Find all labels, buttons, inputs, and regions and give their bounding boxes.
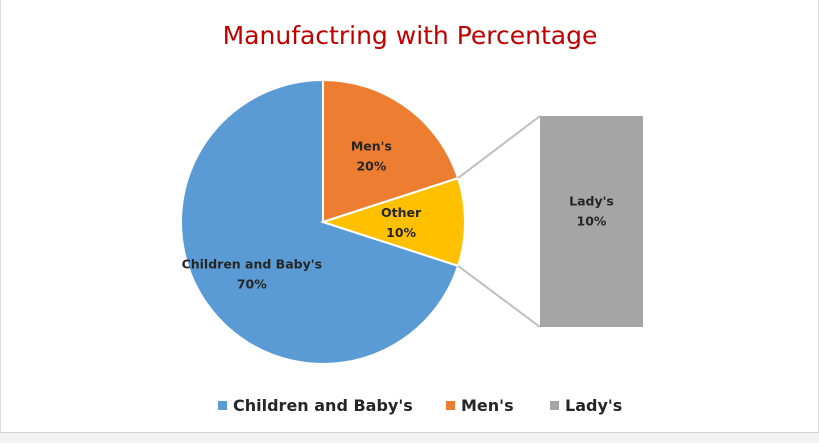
data-label-other: Other <box>381 205 422 220</box>
pie-slice-other <box>319 176 466 268</box>
connector-lines <box>457 115 541 328</box>
data-label-value-men-s: 20% <box>356 158 386 173</box>
pie-slice-men-s <box>322 78 460 224</box>
legend-marker <box>218 401 227 410</box>
pie-slice-children-and-baby-s <box>180 78 460 365</box>
legend-label: Men's <box>461 396 514 415</box>
bar-segment-lady-s <box>540 116 643 327</box>
data-label-value-lady-s: 10% <box>577 214 607 229</box>
legend-item-men-s: Men's <box>446 396 514 415</box>
pie: Children and Baby's 70% Men's 20% Other 10% <box>180 78 466 365</box>
sheet-gridline-strip <box>0 432 819 443</box>
connector-line-bottom <box>457 265 541 328</box>
legend: Children and Baby's Men's Lady's <box>218 396 622 415</box>
data-label-children-and-baby-s: Children and Baby's <box>182 257 322 272</box>
secondary-bar: Lady's 10% <box>540 116 643 327</box>
legend-marker <box>446 401 455 410</box>
data-label-value-children-and-baby-s: 70% <box>237 277 267 292</box>
connector-line-top <box>457 115 541 179</box>
data-label-lady-s: Lady's <box>569 194 614 209</box>
legend-label: Children and Baby's <box>233 396 413 415</box>
chart-title: Manufactring with Percentage <box>223 21 598 50</box>
data-label-value-other: 10% <box>386 225 416 240</box>
legend-item-lady-s: Lady's <box>550 396 622 415</box>
legend-item-children-and-baby-s: Children and Baby's <box>218 396 413 415</box>
legend-marker <box>550 401 559 410</box>
data-label-men-s: Men's <box>351 138 392 153</box>
legend-label: Lady's <box>565 396 622 415</box>
